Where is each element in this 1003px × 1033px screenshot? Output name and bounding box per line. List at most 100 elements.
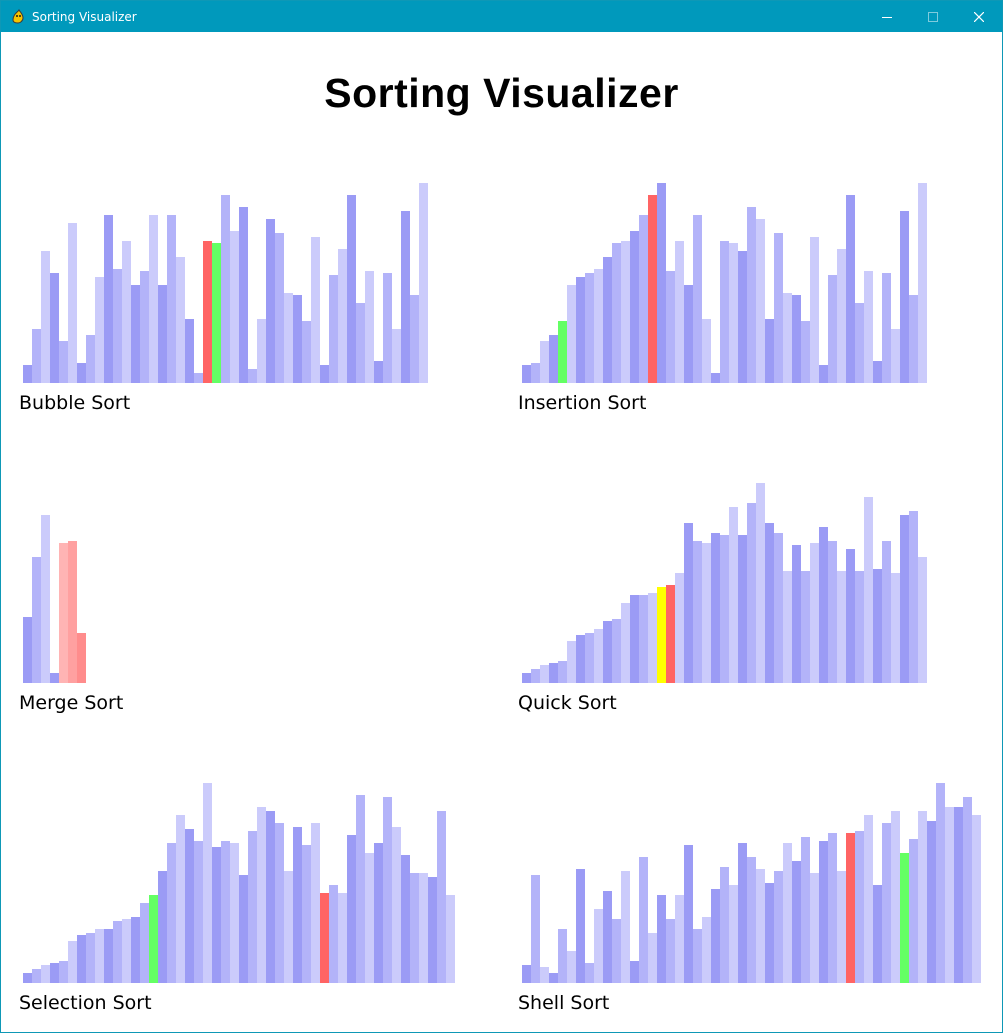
insertion-bar-36 bbox=[837, 249, 846, 383]
insertion-sort-panel: Insertion Sort bbox=[518, 163, 988, 423]
insertion-bar-21 bbox=[702, 319, 711, 383]
insertion-bar-41 bbox=[882, 273, 891, 383]
shell-sort-chart bbox=[522, 783, 981, 983]
minimize-button[interactable] bbox=[864, 1, 910, 32]
bubble-bar-15 bbox=[149, 215, 158, 383]
merge-bar-6 bbox=[68, 541, 77, 683]
selection-bar-34 bbox=[320, 893, 329, 983]
bubble-bar-20 bbox=[194, 373, 203, 383]
shell-bar-51 bbox=[972, 815, 981, 983]
quick-bar-37 bbox=[846, 549, 855, 683]
merge-sort-chart bbox=[23, 515, 86, 683]
selection-bar-47 bbox=[437, 811, 446, 983]
bubble-bar-27 bbox=[257, 319, 266, 383]
quick-bar-22 bbox=[711, 533, 720, 683]
bubble-bar-19 bbox=[185, 319, 194, 383]
selection-bar-21 bbox=[203, 783, 212, 983]
insertion-bar-8 bbox=[585, 273, 594, 383]
shell-bar-37 bbox=[846, 833, 855, 983]
insertion-bar-39 bbox=[864, 271, 873, 383]
insertion-bar-18 bbox=[675, 241, 684, 383]
bubble-bar-9 bbox=[95, 277, 104, 383]
selection-bar-44 bbox=[410, 873, 419, 983]
insertion-bar-13 bbox=[630, 231, 639, 383]
bubble-bar-1 bbox=[23, 365, 32, 383]
bubble-bar-42 bbox=[392, 329, 401, 383]
selection-bar-1 bbox=[23, 973, 32, 983]
shell-sort-panel: Shell Sort bbox=[518, 763, 988, 1023]
insertion-bar-11 bbox=[612, 243, 621, 383]
quick-bar-14 bbox=[639, 595, 648, 683]
quick-bar-10 bbox=[603, 621, 612, 683]
bubble-bar-7 bbox=[77, 363, 86, 383]
shell-bar-35 bbox=[828, 833, 837, 983]
quick-bar-16 bbox=[657, 587, 666, 683]
insertion-bar-37 bbox=[846, 195, 855, 383]
insertion-bar-23 bbox=[720, 241, 729, 383]
shell-bar-19 bbox=[684, 845, 693, 983]
quick-bar-25 bbox=[738, 535, 747, 683]
quick-bar-41 bbox=[882, 541, 891, 683]
bubble-bar-17 bbox=[167, 215, 176, 383]
selection-bar-10 bbox=[104, 929, 113, 983]
merge-bar-7 bbox=[77, 633, 86, 683]
insertion-bar-43 bbox=[900, 211, 909, 383]
bubble-bar-34 bbox=[320, 365, 329, 383]
shell-sort-label: Shell Sort bbox=[518, 992, 610, 1014]
shell-bar-39 bbox=[864, 815, 873, 983]
selection-bar-32 bbox=[302, 845, 311, 983]
shell-bar-33 bbox=[810, 873, 819, 983]
bubble-bar-26 bbox=[248, 369, 257, 383]
bubble-bar-8 bbox=[86, 335, 95, 383]
selection-bar-16 bbox=[158, 871, 167, 983]
selection-sort-panel: Selection Sort bbox=[19, 763, 489, 1023]
bubble-bar-24 bbox=[230, 231, 239, 383]
selection-bar-3 bbox=[41, 965, 50, 983]
selection-bar-26 bbox=[248, 831, 257, 983]
bubble-bar-16 bbox=[158, 285, 167, 383]
merge-bar-1 bbox=[23, 617, 32, 683]
minimize-icon bbox=[882, 16, 892, 18]
selection-bar-13 bbox=[131, 917, 140, 983]
quick-bar-3 bbox=[540, 665, 549, 683]
bubble-bar-31 bbox=[293, 295, 302, 383]
insertion-sort-bars bbox=[518, 163, 988, 383]
quick-bar-18 bbox=[675, 573, 684, 683]
merge-sort-label: Merge Sort bbox=[19, 692, 124, 714]
shell-bar-29 bbox=[774, 871, 783, 983]
quick-bar-4 bbox=[549, 663, 558, 683]
quick-bar-19 bbox=[684, 523, 693, 683]
selection-bar-31 bbox=[293, 827, 302, 983]
close-button[interactable] bbox=[956, 1, 1002, 32]
shell-bar-17 bbox=[666, 919, 675, 983]
quick-sort-panel: Quick Sort bbox=[518, 463, 988, 723]
bubble-bar-29 bbox=[275, 233, 284, 383]
quick-bar-13 bbox=[630, 595, 639, 683]
shell-bar-24 bbox=[729, 885, 738, 983]
selection-bar-17 bbox=[167, 843, 176, 983]
selection-bar-41 bbox=[383, 797, 392, 983]
bubble-bar-22 bbox=[212, 243, 221, 383]
shell-sort-bars bbox=[518, 763, 988, 983]
quick-bar-32 bbox=[801, 571, 810, 683]
insertion-bar-45 bbox=[918, 183, 927, 383]
selection-bar-14 bbox=[140, 903, 149, 983]
insertion-bar-14 bbox=[639, 215, 648, 383]
selection-bar-38 bbox=[356, 795, 365, 983]
selection-bar-35 bbox=[329, 885, 338, 983]
bubble-bar-43 bbox=[401, 211, 410, 383]
quick-bar-38 bbox=[855, 571, 864, 683]
shell-bar-21 bbox=[702, 917, 711, 983]
quick-bar-33 bbox=[810, 543, 819, 683]
shell-bar-28 bbox=[765, 883, 774, 983]
merge-sort-bars bbox=[19, 463, 489, 683]
selection-bar-46 bbox=[428, 877, 437, 983]
bubble-sort-label: Bubble Sort bbox=[19, 392, 131, 414]
shell-bar-25 bbox=[738, 843, 747, 983]
title-bar[interactable]: Sorting Visualizer bbox=[1, 1, 1002, 32]
insertion-bar-31 bbox=[792, 295, 801, 383]
shell-bar-40 bbox=[873, 885, 882, 983]
shell-bar-30 bbox=[783, 843, 792, 983]
shell-bar-45 bbox=[918, 811, 927, 983]
maximize-button[interactable] bbox=[910, 1, 956, 32]
